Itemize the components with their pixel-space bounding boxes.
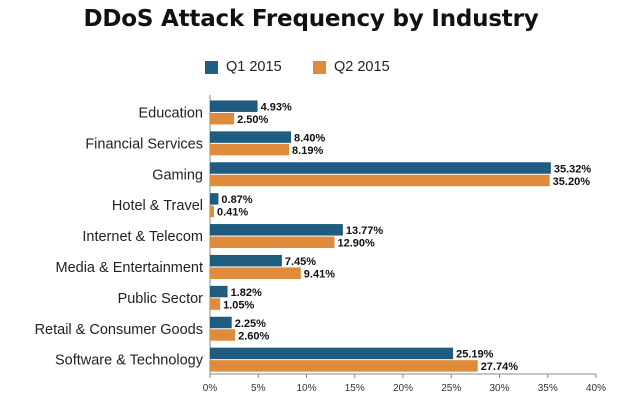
x-tick-label: 30% — [489, 383, 509, 394]
category-label: Gaming — [152, 167, 203, 183]
bar-q1 — [210, 100, 258, 112]
data-label-q1: 2.25% — [235, 318, 266, 330]
bar-q1 — [210, 162, 551, 174]
data-label-q2: 9.41% — [304, 268, 335, 280]
bar-q2 — [210, 112, 235, 125]
bar-q2 — [210, 329, 236, 341]
legend-swatch-q1 — [205, 60, 218, 74]
category-label: Hotel & Travel — [112, 198, 203, 214]
x-tick-label: 10% — [296, 383, 316, 394]
data-label-q1: 0.87% — [221, 194, 252, 206]
data-label-q1: 7.45% — [285, 256, 316, 268]
x-tick-label: 5% — [251, 383, 266, 394]
bar-q1 — [210, 285, 228, 298]
bar-q1 — [210, 254, 282, 267]
bar-q1 — [210, 131, 292, 143]
x-tick-label: 40% — [586, 383, 606, 394]
category-label: Public Sector — [118, 291, 204, 307]
legend-item-q2: Q2 2015 — [313, 59, 390, 75]
data-label-q2: 8.19% — [292, 145, 323, 157]
data-label-q1: 8.40% — [294, 132, 325, 144]
bar-q2 — [210, 298, 221, 310]
legend-label-q1: Q1 2015 — [226, 59, 282, 75]
category-label: Media & Entertainment — [56, 260, 204, 276]
bar-q1 — [210, 193, 219, 205]
bar-q1 — [210, 316, 232, 329]
legend-item-q1: Q1 2015 — [205, 59, 282, 75]
category-label: Retail & Consumer Goods — [35, 322, 203, 338]
bar-q2 — [210, 267, 301, 279]
data-label-q1: 25.19% — [456, 349, 494, 361]
data-label-q1: 4.93% — [261, 101, 292, 113]
bar-q2 — [210, 205, 214, 218]
data-label-q2: 2.50% — [237, 114, 268, 126]
category-label: Software & Technology — [55, 353, 204, 369]
data-label-q2: 2.60% — [238, 330, 269, 342]
legend-swatch-q2 — [313, 60, 326, 74]
data-label-q2: 27.74% — [481, 361, 519, 373]
data-label-q1: 1.82% — [231, 287, 262, 299]
data-label-q2: 0.41% — [217, 207, 248, 219]
bar-q2 — [210, 236, 335, 249]
legend-label-q2: Q2 2015 — [334, 59, 390, 75]
data-label-q2: 1.05% — [223, 299, 254, 311]
x-tick-label: 35% — [538, 383, 558, 394]
data-label-q2: 35.20% — [553, 176, 591, 188]
category-label: Internet & Telecom — [82, 229, 203, 245]
category-label: Financial Services — [85, 136, 203, 152]
bar-q2 — [210, 174, 550, 187]
x-tick-label: 20% — [393, 383, 413, 394]
data-label-q1: 35.32% — [554, 163, 592, 175]
bar-q1 — [210, 224, 343, 236]
data-label-q2: 12.90% — [337, 238, 375, 250]
x-tick-label: 25% — [441, 383, 461, 394]
data-label-q1: 13.77% — [346, 225, 384, 237]
chart-title: DDoS Attack Frequency by Industry — [83, 6, 539, 32]
bar-q2 — [210, 143, 290, 156]
category-label: Education — [139, 105, 204, 121]
bar-q1 — [210, 347, 454, 360]
bar-q2 — [210, 360, 478, 372]
x-tick-label: 0% — [203, 383, 218, 394]
x-tick-label: 15% — [345, 383, 365, 394]
